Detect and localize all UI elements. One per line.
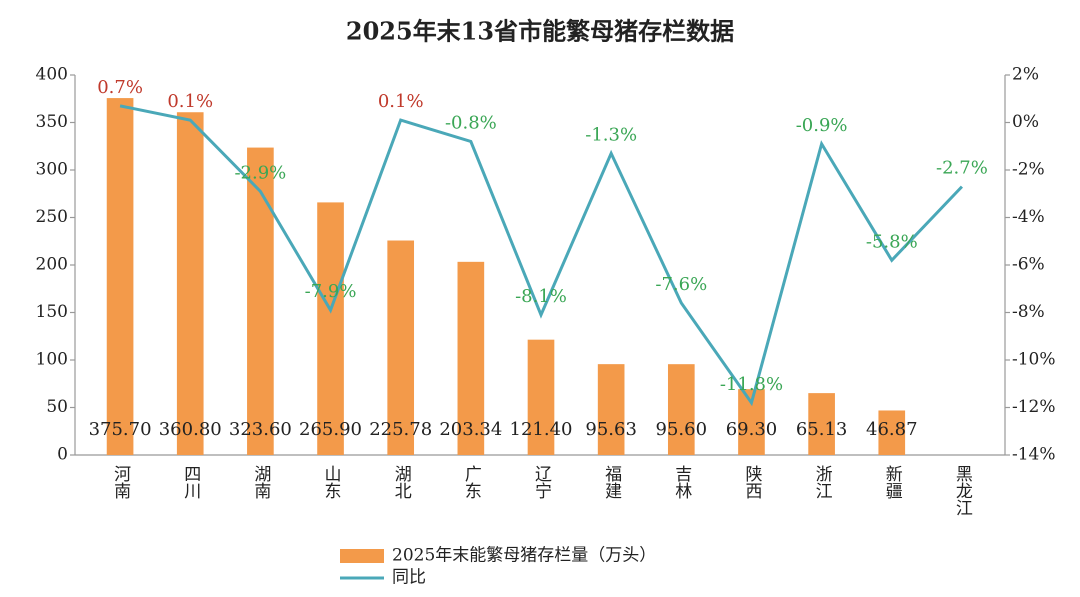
line-value-label: -2.7% <box>936 158 988 179</box>
y-tick-label: 300 <box>36 160 68 180</box>
bar-value-label: 95.60 <box>656 419 708 440</box>
line-value-label: -11.8% <box>720 374 783 395</box>
bar-value-label: 323.60 <box>229 419 292 440</box>
line-value-label: -5.8% <box>866 231 918 252</box>
bar <box>597 364 625 455</box>
x-tick-label: 山东 <box>321 465 341 499</box>
chart-title: 2025年末13省市能繁母猪存栏数据 <box>346 17 734 46</box>
y2-tick-label: 0% <box>1012 112 1039 132</box>
bar-value-label: 95.63 <box>585 419 637 440</box>
bar-value-label: 225.78 <box>369 419 432 440</box>
y-tick-label: 200 <box>36 255 68 275</box>
x-tick-label: 湖南 <box>250 465 271 499</box>
line-value-label: 0.1% <box>378 91 424 112</box>
bar <box>106 98 134 456</box>
y2-tick-label: -6% <box>1012 255 1045 275</box>
bar <box>527 339 555 455</box>
bar-value-label: 69.30 <box>726 419 778 440</box>
line <box>119 104 964 407</box>
line-value-label: -7.6% <box>655 274 707 295</box>
line-value-label: -7.9% <box>305 281 357 302</box>
bar-value-label: 65.13 <box>796 419 848 440</box>
bar-value-label: 121.40 <box>510 419 573 440</box>
x-tick-label: 河南 <box>110 465 131 499</box>
bar <box>457 261 485 455</box>
bar <box>667 364 695 455</box>
y-tick-label: 100 <box>36 350 68 370</box>
bar-value-label: 46.87 <box>866 419 918 440</box>
y-tick-label: 150 <box>36 302 68 322</box>
bar <box>878 410 906 455</box>
x-tick-label: 湖北 <box>391 465 412 499</box>
y2-tick-label: -4% <box>1012 207 1045 227</box>
bar-value-label: 375.70 <box>89 419 152 440</box>
y2-tick-label: -12% <box>1012 397 1056 417</box>
x-tick-label: 吉林 <box>671 465 692 499</box>
x-tick-label: 黑龙江 <box>952 465 973 516</box>
x-tick-label: 辽宁 <box>531 465 552 499</box>
x-tick-label: 广东 <box>461 465 482 499</box>
x-tick-label: 陕西 <box>741 465 761 499</box>
legend-swatch <box>340 549 384 563</box>
x-tick-label: 浙江 <box>812 465 833 499</box>
y-tick-label: 250 <box>36 207 68 227</box>
y-tick-label: 0 <box>57 445 68 465</box>
legend-label: 同比 <box>392 568 426 588</box>
line-value-label: -0.8% <box>445 113 497 134</box>
y2-tick-label: 2% <box>1012 65 1039 85</box>
line-value-label: 0.1% <box>167 91 213 112</box>
bar-value-label: 265.90 <box>299 419 362 440</box>
x-tick-label: 福建 <box>601 465 622 499</box>
legend-label: 2025年末能繁母猪存栏量（万头） <box>392 546 656 566</box>
bar <box>176 112 204 456</box>
line-value-label: -0.9% <box>796 115 848 136</box>
bar-value-label: 203.34 <box>439 419 502 440</box>
y2-tick-label: -8% <box>1012 302 1045 322</box>
y2-tick-label: -2% <box>1012 160 1045 180</box>
y2-tick-label: -14% <box>1012 445 1056 465</box>
y-tick-label: 50 <box>46 397 68 417</box>
line-value-label: 0.7% <box>97 77 143 98</box>
x-tick-label: 四川 <box>180 465 201 499</box>
bar <box>247 147 274 455</box>
y-tick-label: 400 <box>36 65 68 85</box>
x-tick-label: 新疆 <box>882 465 903 499</box>
bar <box>387 240 415 455</box>
bar-value-label: 360.80 <box>159 419 222 440</box>
line-value-label: -2.9% <box>234 162 286 183</box>
bar <box>317 202 344 455</box>
line-value-label: -1.3% <box>585 124 637 145</box>
y-tick-label: 350 <box>36 112 68 132</box>
line-value-label: -8.1% <box>515 286 567 307</box>
y2-tick-label: -10% <box>1012 350 1056 370</box>
bar <box>808 393 835 455</box>
